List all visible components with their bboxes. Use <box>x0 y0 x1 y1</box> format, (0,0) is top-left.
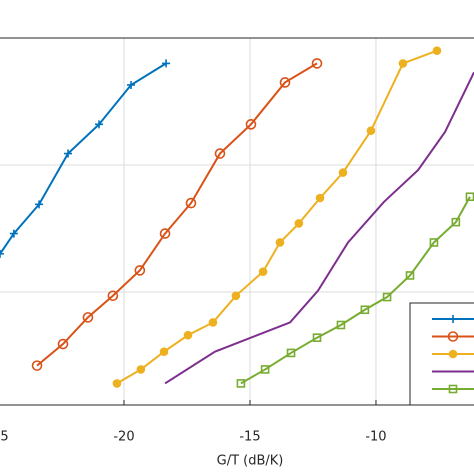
marker <box>260 365 270 374</box>
marker <box>382 292 392 302</box>
marker <box>366 126 376 136</box>
marker <box>398 59 408 68</box>
marker <box>159 347 169 356</box>
marker <box>136 365 146 374</box>
marker <box>311 58 323 69</box>
marker <box>112 379 122 388</box>
marker <box>448 349 458 359</box>
marker <box>286 348 296 358</box>
marker <box>245 119 257 130</box>
marker <box>429 238 439 247</box>
marker <box>315 193 325 203</box>
marker <box>35 200 44 209</box>
x-tick-label: -10 <box>365 430 386 445</box>
marker <box>134 265 146 276</box>
marker <box>127 80 136 89</box>
marker <box>231 291 241 301</box>
x-tick-label: -25 <box>0 430 9 445</box>
marker <box>279 77 291 88</box>
x-tick-label: -15 <box>239 430 260 445</box>
marker <box>312 333 322 342</box>
marker <box>183 330 193 340</box>
marker <box>64 149 73 158</box>
marker <box>405 271 415 280</box>
marker <box>236 379 246 388</box>
marker <box>208 318 218 327</box>
legend <box>409 302 474 406</box>
series-line <box>164 71 474 385</box>
marker <box>275 238 285 247</box>
plot-area <box>0 38 474 405</box>
marker <box>57 338 69 350</box>
marker <box>360 305 370 315</box>
marker <box>449 315 457 323</box>
marker <box>82 312 94 323</box>
series-line <box>240 196 471 385</box>
marker <box>448 384 458 394</box>
marker <box>214 148 226 159</box>
marker <box>432 46 442 55</box>
x-axis-label: G/T (dB/K) <box>217 454 284 469</box>
marker <box>185 197 197 209</box>
marker <box>338 168 348 177</box>
axes-frame <box>0 37 474 406</box>
marker <box>258 267 268 276</box>
series-line <box>116 49 438 385</box>
marker <box>0 249 4 258</box>
marker <box>465 192 474 202</box>
marker <box>451 217 461 227</box>
marker <box>159 228 171 239</box>
x-tick-label: -20 <box>113 430 134 445</box>
marker <box>31 360 43 371</box>
marker <box>294 219 304 228</box>
marker <box>107 290 119 302</box>
marker <box>336 320 346 330</box>
marker <box>447 331 459 342</box>
marker <box>162 59 171 68</box>
marker <box>95 120 104 129</box>
marker <box>9 229 18 238</box>
series-line <box>36 62 318 367</box>
